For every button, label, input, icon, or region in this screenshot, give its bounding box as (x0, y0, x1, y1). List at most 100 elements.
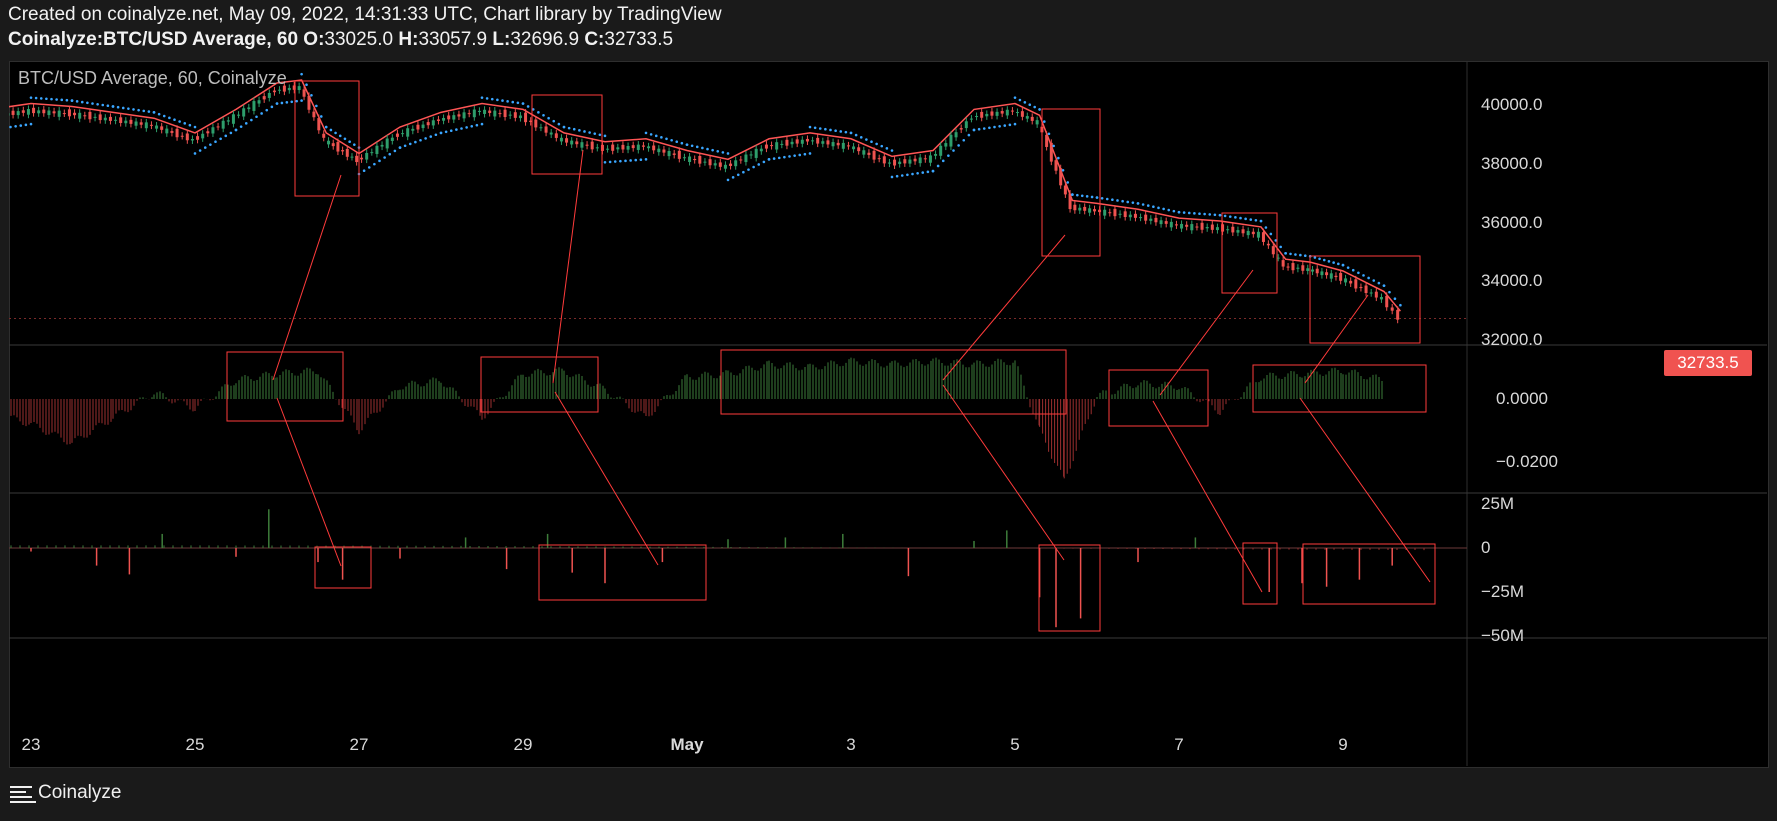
candle-body (621, 144, 625, 150)
annotation-box (538, 544, 707, 601)
low-value: 32696.9 (510, 29, 580, 50)
sar-dot (193, 125, 197, 129)
candle-body (1113, 208, 1117, 217)
annotation-connector (554, 391, 659, 566)
candle-body (1320, 271, 1324, 276)
candle-body (744, 154, 748, 163)
sar-dot (224, 134, 228, 138)
sar-dot (45, 97, 48, 101)
footer-brand[interactable]: Coinalyze (10, 782, 121, 804)
annotation-box (720, 349, 1067, 415)
candle-body (928, 155, 932, 163)
candle-body (1349, 280, 1353, 284)
candle-body (37, 110, 41, 114)
candle-body (211, 127, 215, 134)
sar-dot (388, 152, 392, 156)
candle-body (88, 111, 92, 120)
sar-dot (916, 171, 919, 175)
candle-body (841, 142, 845, 149)
candle-body (693, 158, 697, 161)
sar-dot (285, 101, 289, 104)
candle-body (775, 142, 779, 150)
sar-dot (1090, 195, 1094, 199)
sar-dot (665, 137, 668, 141)
sar-dot (270, 105, 274, 109)
candle-body (160, 126, 164, 130)
sar-dot (808, 152, 812, 155)
sar-dot (1033, 105, 1036, 109)
sar-dot (1023, 101, 1027, 104)
candle-body (175, 128, 179, 138)
sar-dot (121, 106, 125, 110)
sar-dot (408, 142, 412, 146)
volume-axis-tick: 25M (1481, 494, 1515, 513)
low-label: L: (492, 29, 511, 50)
sar-dot (818, 127, 822, 130)
candle-body (1315, 268, 1319, 274)
candle-body (1169, 221, 1173, 228)
annotation-box (294, 80, 360, 197)
candle-body (887, 162, 891, 164)
sar-dot (480, 122, 484, 126)
sar-dot (1264, 226, 1268, 229)
sar-dot (362, 169, 366, 173)
sar-dot (244, 122, 248, 125)
annotation-connector (1304, 294, 1369, 384)
sar-dot (772, 157, 776, 160)
annotation-connector (1299, 397, 1431, 583)
chart-canvas[interactable] (9, 61, 1768, 767)
candle-body (206, 131, 210, 134)
sar-dot (542, 113, 545, 117)
candle-body (1049, 142, 1053, 162)
candle-body (1063, 185, 1067, 195)
sar-dot (701, 146, 704, 150)
sar-dot (1367, 276, 1370, 280)
candle-body (257, 100, 261, 104)
candle-body (1286, 266, 1290, 268)
sar-dot (895, 174, 899, 178)
candle-body (395, 133, 399, 137)
sar-dot (116, 105, 120, 109)
time-axis-tick: 27 (349, 735, 369, 754)
candle-body (355, 155, 359, 163)
sar-dot (726, 178, 730, 182)
annotation-box (1252, 364, 1427, 413)
sar-dot (849, 131, 853, 135)
sar-dot (419, 138, 422, 142)
candle-body (57, 110, 61, 117)
high-label: H: (398, 29, 419, 50)
time-axis-tick: 23 (21, 735, 41, 754)
candle-body (1190, 224, 1194, 231)
candle-body (688, 156, 692, 162)
sar-dot (993, 125, 996, 129)
candle-body (575, 141, 579, 145)
sar-dot (86, 101, 89, 105)
candle-body (345, 148, 349, 157)
sar-dot (998, 124, 1001, 128)
candle-body (165, 128, 169, 134)
candle-body (1164, 221, 1168, 224)
candle-body (570, 140, 574, 145)
candle-body (267, 93, 271, 98)
sar-dot (844, 130, 848, 134)
candle-body (759, 148, 763, 152)
candle-body (1108, 212, 1112, 214)
annotation-box (1038, 544, 1101, 632)
sar-dot (449, 129, 453, 133)
sar-dot (603, 134, 607, 138)
candle-body (247, 107, 251, 110)
candle-body (103, 117, 107, 121)
sar-dot (29, 96, 33, 99)
price-axis-tick: 34000.0 (1481, 271, 1543, 291)
sar-dot (91, 102, 94, 105)
sar-dot (685, 143, 689, 146)
candle-body (477, 110, 481, 112)
sar-dot (152, 111, 156, 114)
sar-dot (583, 130, 586, 133)
candle-body (416, 124, 420, 130)
candle-body (282, 85, 286, 92)
sar-dot (777, 156, 781, 160)
sar-dot (865, 138, 868, 141)
candle-body (1396, 309, 1400, 320)
candle-body (1369, 292, 1373, 294)
